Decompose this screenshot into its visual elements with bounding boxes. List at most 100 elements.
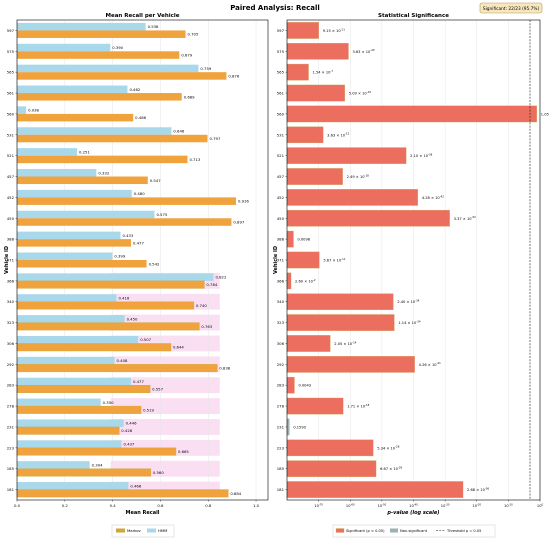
left-chart: Mean Recall per Vehicle 0.538 0.705 597 0.39… xyxy=(4,13,269,538)
markov-value-label-575: 0.679 xyxy=(181,53,192,58)
hmm-bar-450 xyxy=(17,210,155,219)
significant-bar-185 xyxy=(286,460,377,477)
left-ytick-231: 231 xyxy=(7,424,15,429)
pvalue-label-exp-371: -11 xyxy=(341,257,346,261)
markov-value-label-457: 0.547 xyxy=(150,178,161,183)
right-ytick-531: 531 xyxy=(277,132,285,137)
left-ytick-457: 457 xyxy=(7,174,15,179)
significant-bar-565 xyxy=(286,63,309,81)
right-ytick-323: 323 xyxy=(277,320,285,325)
right-xtick-exp-6: -10 xyxy=(509,502,513,506)
right-xtick-exp-5: -20 xyxy=(477,502,481,506)
pvalue-label-exp-561: -19 xyxy=(367,90,372,94)
pvalue-label-452: 4.28 × 10-42 xyxy=(422,194,444,200)
pvalue-label-371: 5.67 × 10-11 xyxy=(323,257,345,263)
markov-value-label-560: 0.486 xyxy=(135,115,146,120)
significant-bar-181 xyxy=(286,481,464,498)
legend-significant-label: Significant (p < 0.05) xyxy=(346,529,385,533)
markov-value-label-283: 0.557 xyxy=(152,386,163,391)
hmm-bar-560 xyxy=(17,106,27,114)
markov-bar-292 xyxy=(16,364,218,373)
right-xtick-2: 10-50 xyxy=(378,502,387,508)
pvalue-label-base-231: 0.1590 xyxy=(293,425,306,429)
hmm-bar-388 xyxy=(17,231,121,240)
markov-bar-181 xyxy=(16,489,229,498)
pvalue-label-exp-306: -14 xyxy=(352,340,357,344)
markov-value-label-231: 0.428 xyxy=(121,428,132,433)
hmm-bar-181 xyxy=(17,482,129,490)
pvalue-label-base-575: 3.63 × 10 xyxy=(352,50,371,54)
pvalue-label-base-283: 0.0043 xyxy=(298,384,311,388)
pvalue-label-223: 5.34 × 10-28 xyxy=(377,445,399,451)
markov-bar-340 xyxy=(16,301,195,310)
right-ytick-366: 366 xyxy=(277,278,285,283)
pvalue-label-575: 3.63 × 10-20 xyxy=(352,48,374,54)
hmm-value-label-223: 0.437 xyxy=(123,442,134,447)
hmm-value-label-452: 0.480 xyxy=(134,191,145,196)
right-ytick-457: 457 xyxy=(277,174,285,179)
hmm-bar-575 xyxy=(17,43,111,52)
right-ylabel: Vehicle ID xyxy=(273,246,279,274)
right-xtick-exp-7: 0 xyxy=(541,502,543,506)
significant-bar-223 xyxy=(286,439,374,457)
significant-bar-521 xyxy=(286,147,407,164)
significant-bar-283 xyxy=(286,376,295,394)
figure-title: Paired Analysis: Recall xyxy=(230,4,320,12)
left-ytick-371: 371 xyxy=(7,258,15,263)
markov-value-label-223: 0.665 xyxy=(178,449,189,454)
right-ytick-575: 575 xyxy=(277,49,285,54)
hmm-bar-457 xyxy=(17,169,97,177)
pvalue-label-185: 6.67 × 10-29 xyxy=(380,466,402,472)
markov-bar-452 xyxy=(17,197,236,205)
left-xtick-3: 0.6 xyxy=(157,503,164,508)
pvalue-label-exp-452: -42 xyxy=(440,194,445,198)
right-ytick-388: 388 xyxy=(277,237,285,242)
right-xtick-4: 10-30 xyxy=(441,502,450,508)
significant-bar-575 xyxy=(286,43,349,60)
pvalue-label-560: 1.05 × 10-79 xyxy=(541,111,550,117)
hmm-bar-185 xyxy=(17,461,90,469)
pvalue-label-exp-223: -28 xyxy=(395,445,400,449)
markov-bar-565 xyxy=(17,72,227,80)
hmm-bar-323 xyxy=(17,315,125,323)
markov-bar-597 xyxy=(17,30,186,38)
left-ytick-521: 521 xyxy=(7,153,15,158)
legend-threshold-label: Threshold p = 0.05 xyxy=(446,529,481,533)
markov-bar-231 xyxy=(16,426,120,435)
pvalue-label-exp-450: -52 xyxy=(472,215,477,219)
pvalue-label-base-457: 2.49 × 10 xyxy=(347,175,366,179)
pvalue-label-181: 2.68 × 10-56 xyxy=(467,486,489,492)
hmm-bar-521 xyxy=(17,148,78,156)
left-xlabel: Mean Recall xyxy=(125,510,159,516)
pvalue-label-exp-340: -34 xyxy=(415,299,420,303)
hmm-bar-565 xyxy=(17,64,199,73)
left-ytick-561: 561 xyxy=(7,91,15,96)
markov-value-label-292: 0.838 xyxy=(219,366,230,371)
hmm-value-label-278: 0.350 xyxy=(103,400,114,405)
markov-value-label-565: 0.876 xyxy=(228,73,239,78)
left-ytick-575: 575 xyxy=(7,49,15,54)
pvalue-label-283: 0.0043 xyxy=(298,384,311,388)
left-ytick-292: 292 xyxy=(7,362,15,367)
pvalue-label-561: 5.09 × 10-19 xyxy=(349,90,371,96)
pvalue-label-521: 2.10 × 10-38 xyxy=(410,153,432,159)
markov-value-label-278: 0.519 xyxy=(143,407,154,412)
pvalue-label-base-521: 2.10 × 10 xyxy=(410,154,429,158)
left-legend-box xyxy=(111,524,175,538)
pvalue-label-278: 1.71 × 10-18 xyxy=(347,403,369,409)
pvalue-label-340: 2.40 × 10-34 xyxy=(397,299,419,305)
right-ytick-292: 292 xyxy=(277,362,285,367)
hmm-bar-223 xyxy=(17,440,122,448)
markov-value-label-306: 0.644 xyxy=(173,345,184,350)
pvalue-label-exp-366: -2 xyxy=(313,278,316,282)
pvalue-label-base-323: 1.14 × 10 xyxy=(398,321,417,325)
pvalue-label-exp-278: -18 xyxy=(365,403,370,407)
right-xtick-exp-4: -30 xyxy=(445,502,449,506)
hmm-bar-366 xyxy=(17,273,214,281)
hmm-value-label-531: 0.646 xyxy=(173,129,184,134)
pvalue-label-exp-597: -11 xyxy=(341,27,346,31)
pvalue-label-231: 0.1590 xyxy=(293,425,306,429)
right-ytick-450: 450 xyxy=(277,216,285,221)
pvalue-label-base-340: 2.40 × 10 xyxy=(397,300,416,304)
pvalue-label-323: 1.14 × 10-34 xyxy=(398,320,420,326)
